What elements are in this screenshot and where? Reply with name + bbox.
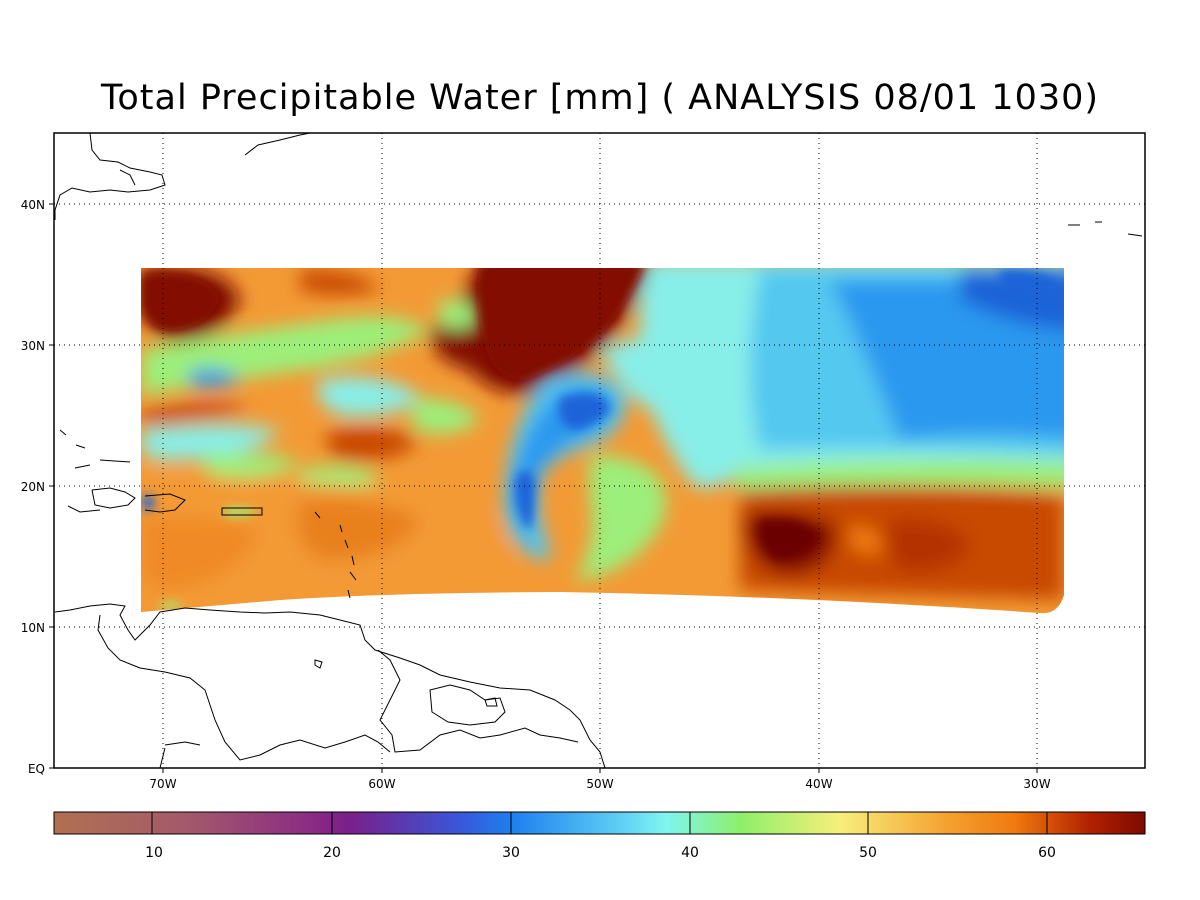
colorbar: 10 20 30 40 50 60 xyxy=(53,811,1146,861)
colorbar-label-60: 60 xyxy=(1038,845,1056,861)
coastlines xyxy=(54,132,1143,769)
colorbar-label-20: 20 xyxy=(323,845,341,861)
lon-label-60w: 60W xyxy=(368,777,395,791)
tpw-swath xyxy=(141,268,1064,614)
lon-label-30w: 30W xyxy=(1023,777,1050,791)
lon-labels: 70W 60W 50W 40W 30W xyxy=(149,777,1050,791)
colorbar-label-50: 50 xyxy=(859,845,877,861)
colorbar-label-30: 30 xyxy=(502,845,520,861)
lat-label-30n: 30N xyxy=(21,339,45,353)
colorbar-gradient xyxy=(53,811,1146,835)
lat-label-eq: EQ xyxy=(28,762,45,776)
axis-ticks xyxy=(49,203,1038,773)
lat-lon-grid xyxy=(54,133,1145,768)
lon-label-70w: 70W xyxy=(149,777,176,791)
lat-labels: EQ 10N 20N 30N 40N xyxy=(21,198,45,776)
colorbar-label-40: 40 xyxy=(681,845,699,861)
lat-label-10n: 10N xyxy=(21,621,45,635)
colorbar-ticks xyxy=(151,812,1048,834)
lon-label-50w: 50W xyxy=(586,777,613,791)
lon-label-40w: 40W xyxy=(805,777,832,791)
lat-label-20n: 20N xyxy=(21,480,45,494)
map-title: Total Precipitable Water [mm] ( ANALYSIS… xyxy=(100,78,1100,118)
colorbar-label-10: 10 xyxy=(145,845,163,861)
lat-label-40n: 40N xyxy=(21,198,45,212)
